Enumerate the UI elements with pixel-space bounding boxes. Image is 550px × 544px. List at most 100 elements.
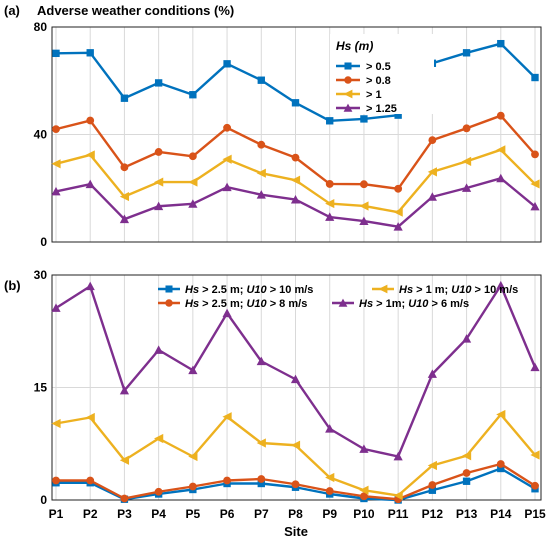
x-tick-label: P7	[254, 507, 269, 521]
panel-a-series-1-point	[86, 49, 94, 57]
panel-b-series-4-point	[85, 281, 95, 291]
legend-a-label: > 0.8	[366, 75, 391, 87]
panel-a-series-2-point	[394, 184, 403, 193]
panel-a-series-3-point	[222, 154, 232, 164]
panel-b-series-3-point	[393, 490, 403, 501]
panel-b-series-2-point	[86, 476, 95, 485]
panel-a-series-4-point	[496, 173, 506, 183]
panel-a-series-4-point	[51, 186, 61, 196]
panel-b-series-2-point	[223, 476, 231, 485]
panel-b-series-2-point	[154, 487, 163, 496]
panel-a-legend-title: Hs (m)	[336, 39, 373, 53]
panel-a-label: (a)	[4, 3, 20, 18]
panel-b-series-4-point	[119, 385, 130, 395]
panel-b-series-2-point	[52, 476, 60, 485]
panel-a-series-3-point	[393, 207, 403, 217]
panel-b-series-3-point	[427, 460, 437, 471]
panel-a-y-tick-label: 40	[34, 128, 48, 142]
legend-b-label: Hs > 1m; U10 > 6 m/s	[359, 298, 469, 310]
panel-b-series-3-point	[530, 450, 540, 460]
panel-b-y-tick-label: 30	[34, 268, 48, 282]
panel-a-series-3-point	[51, 159, 61, 169]
panel-a-title: Adverse weather conditions (%)	[37, 3, 234, 18]
x-tick-label: P9	[322, 507, 337, 521]
panel-b-series-4-point	[496, 280, 506, 290]
panel-a-series-1-point	[52, 49, 60, 58]
panel-b-series-2-point	[120, 494, 129, 503]
panel-a-legend-box	[330, 34, 434, 114]
panel-a-series-4-point	[222, 182, 232, 192]
x-tick-label: P14	[490, 507, 512, 521]
panel-a-series-4-point	[188, 199, 198, 208]
panel-b-series-1-point	[257, 479, 265, 488]
panel-a-series-1-point	[291, 99, 300, 107]
panel-b-series-3-point	[256, 438, 266, 448]
legend-a-marker	[344, 62, 352, 70]
legend-a-label: > 1.25	[366, 103, 397, 115]
panel-a: (a) Adverse weather conditions (%) 0 40 80…	[4, 3, 542, 249]
panel-a-series-1-point	[326, 117, 334, 125]
panel-a-series-3-point	[325, 198, 335, 209]
panel-a-series-4-point	[461, 183, 472, 192]
panel-b-axes-box	[51, 274, 542, 501]
panel-b-series-3-point	[359, 485, 369, 495]
panel-b-series-3-point	[51, 418, 61, 429]
panel-b-series-2-point	[496, 460, 505, 468]
panel-b-x-ticks: P1 P2 P3 P4 P5 P6 P7 P8 P9 P10 P11 P12 P13 P14 P15	[49, 507, 546, 521]
panel-b-series-3-point	[461, 451, 472, 461]
panel-b-series-1-point	[462, 477, 471, 485]
legend-a-marker	[343, 103, 353, 112]
panel-a-series-2-point	[531, 150, 539, 159]
panel-a-y-tick-label: 0	[40, 235, 47, 249]
legend-b-marker	[165, 285, 173, 293]
panel-a-series-2-point	[223, 123, 231, 132]
x-tick-label: P15	[524, 507, 546, 521]
panel-b-series-3-point	[222, 412, 232, 422]
panel-b-series-2-point	[531, 481, 539, 490]
legend-b-label: Hs > 2.5 m; U10 > 10 m/s	[185, 284, 313, 296]
legend-b-label: Hs > 1 m; U10 > 10 m/s	[399, 284, 518, 296]
panel-b-series-3-point	[290, 440, 301, 450]
panel-b-series-4-point	[393, 451, 403, 461]
panel-b-series-4-point	[530, 362, 540, 372]
panel-b-series-4-point	[290, 374, 301, 384]
panel-b-legend: Hs > 2.5 m; U10 > 10 m/s Hs > 2.5 m; U10 …	[158, 284, 518, 310]
x-tick-label: P13	[456, 507, 478, 521]
panel-a-y-tick-label: 80	[34, 20, 48, 34]
x-tick-label: P10	[353, 507, 375, 521]
panel-b-series-4-point	[256, 356, 266, 366]
panel-b-series-2-point	[360, 492, 368, 501]
legend-a-label: > 0.5	[366, 61, 391, 73]
panel-b-series-3-point	[85, 412, 95, 423]
x-tick-label: P6	[220, 507, 235, 521]
panel-a-series-1-point	[462, 49, 471, 57]
panel-a-series-1-point	[189, 91, 197, 99]
panel-b-series-2-point	[257, 475, 266, 483]
panel-a-series-4-point	[530, 201, 540, 211]
panel-b-y-ticks: 0 15 30	[34, 268, 48, 507]
panel-b-series-2-point	[462, 469, 471, 477]
panel-b-series-2-point	[428, 481, 437, 489]
panel-a-series-4-point	[119, 214, 130, 224]
panel-b-series-3-point	[325, 472, 335, 483]
panel-a-series-3-point	[154, 177, 164, 187]
panel-a-series-2-point	[120, 163, 129, 172]
panel-a-series-2-point	[154, 148, 163, 156]
panel-a-series-2-point	[291, 153, 300, 162]
x-tick-label: P4	[151, 507, 166, 521]
panel-a-series-3-point	[496, 145, 506, 155]
panel-a-series-2-point	[257, 140, 266, 149]
panel-a-series-4-point	[290, 194, 301, 204]
panel-a-series-1-point	[497, 39, 505, 48]
panel-a-series-1-point	[257, 76, 265, 84]
x-tick-label: P3	[117, 507, 132, 521]
panel-b-series-4-point	[461, 334, 472, 343]
panel-a-series-2-point	[360, 180, 368, 189]
panel-a-series-4-point	[393, 222, 403, 231]
panel-a-series-1-point	[531, 73, 539, 82]
x-tick-label: P8	[288, 507, 303, 521]
panel-b-series-2-point	[188, 482, 197, 491]
panel-a-series-4-point	[154, 201, 164, 211]
